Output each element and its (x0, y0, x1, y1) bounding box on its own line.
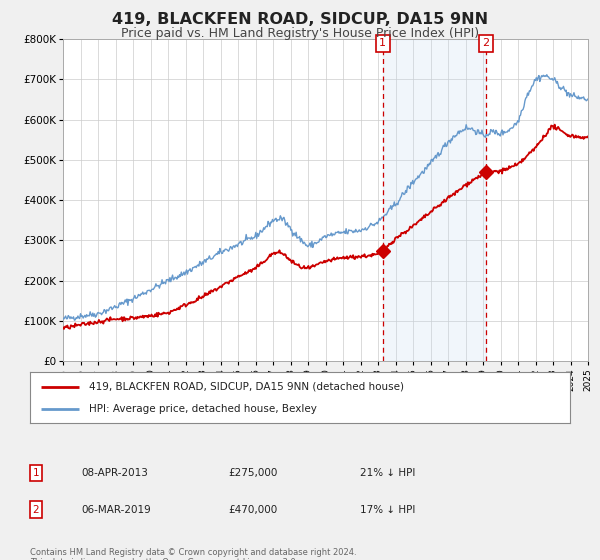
Text: 21% ↓ HPI: 21% ↓ HPI (360, 468, 415, 478)
Text: Contains HM Land Registry data © Crown copyright and database right 2024.
This d: Contains HM Land Registry data © Crown c… (30, 548, 356, 560)
Text: 419, BLACKFEN ROAD, SIDCUP, DA15 9NN (detached house): 419, BLACKFEN ROAD, SIDCUP, DA15 9NN (de… (89, 381, 404, 391)
Text: 1: 1 (32, 468, 40, 478)
Text: 2: 2 (482, 38, 490, 48)
Text: 419, BLACKFEN ROAD, SIDCUP, DA15 9NN: 419, BLACKFEN ROAD, SIDCUP, DA15 9NN (112, 12, 488, 27)
Text: 2: 2 (32, 505, 40, 515)
Text: 08-APR-2013: 08-APR-2013 (81, 468, 148, 478)
Text: £470,000: £470,000 (228, 505, 277, 515)
Text: HPI: Average price, detached house, Bexley: HPI: Average price, detached house, Bexl… (89, 404, 317, 414)
Text: 06-MAR-2019: 06-MAR-2019 (81, 505, 151, 515)
Text: 17% ↓ HPI: 17% ↓ HPI (360, 505, 415, 515)
Text: 1: 1 (379, 38, 386, 48)
Bar (383, 39, 486, 361)
Text: Price paid vs. HM Land Registry's House Price Index (HPI): Price paid vs. HM Land Registry's House … (121, 27, 479, 40)
Text: £275,000: £275,000 (228, 468, 277, 478)
